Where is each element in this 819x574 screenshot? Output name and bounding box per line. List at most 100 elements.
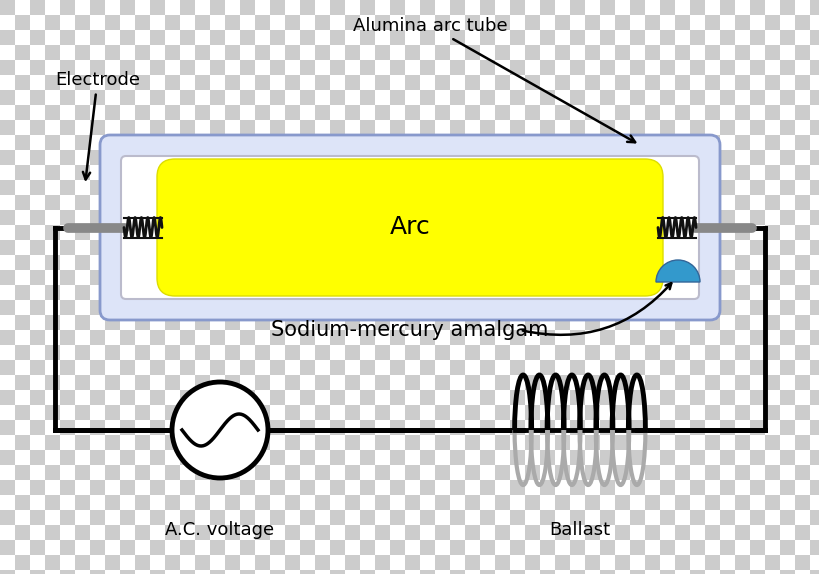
Bar xyxy=(15,435,30,450)
Bar xyxy=(629,345,645,360)
Bar xyxy=(255,15,269,30)
Bar xyxy=(135,570,150,574)
Text: Electrode: Electrode xyxy=(55,71,140,180)
Bar xyxy=(659,135,674,150)
Bar xyxy=(764,480,779,495)
Bar xyxy=(285,15,300,30)
Bar xyxy=(524,225,540,240)
Bar xyxy=(419,345,434,360)
Bar xyxy=(434,195,450,210)
Bar xyxy=(75,375,90,390)
Bar xyxy=(314,360,329,375)
Bar xyxy=(614,195,629,210)
Bar xyxy=(60,285,75,300)
Bar xyxy=(300,180,314,195)
Bar xyxy=(809,270,819,285)
Bar xyxy=(614,315,629,330)
Bar xyxy=(674,195,689,210)
Bar xyxy=(390,360,405,375)
Bar xyxy=(584,375,600,390)
Bar xyxy=(195,75,210,90)
Bar xyxy=(794,450,809,465)
Bar xyxy=(704,390,719,405)
Bar xyxy=(540,570,554,574)
Bar xyxy=(45,15,60,30)
Bar xyxy=(719,360,734,375)
Bar xyxy=(584,450,600,465)
Bar xyxy=(629,150,645,165)
Bar xyxy=(360,255,374,270)
Bar xyxy=(255,255,269,270)
Bar xyxy=(689,450,704,465)
Bar xyxy=(719,135,734,150)
Bar xyxy=(374,195,390,210)
Bar xyxy=(540,60,554,75)
Bar xyxy=(0,450,15,465)
Bar xyxy=(390,465,405,480)
Bar xyxy=(390,225,405,240)
Bar xyxy=(390,105,405,120)
Bar xyxy=(15,90,30,105)
Bar xyxy=(749,150,764,165)
Bar xyxy=(390,570,405,574)
Bar xyxy=(90,570,105,574)
Bar xyxy=(659,90,674,105)
Bar xyxy=(300,195,314,210)
Bar xyxy=(749,525,764,540)
Bar xyxy=(285,570,300,574)
Bar xyxy=(150,255,165,270)
Bar xyxy=(540,375,554,390)
Bar xyxy=(704,60,719,75)
Bar xyxy=(734,375,749,390)
Bar xyxy=(195,240,210,255)
Bar xyxy=(719,150,734,165)
Bar xyxy=(165,120,180,135)
Bar xyxy=(779,525,794,540)
Bar xyxy=(749,420,764,435)
Bar xyxy=(540,435,554,450)
Bar xyxy=(240,240,255,255)
Bar xyxy=(255,120,269,135)
Bar xyxy=(704,240,719,255)
Bar xyxy=(300,390,314,405)
Bar xyxy=(374,315,390,330)
Bar xyxy=(30,75,45,90)
Bar xyxy=(479,465,495,480)
Bar xyxy=(329,60,345,75)
Bar xyxy=(314,210,329,225)
Bar xyxy=(15,480,30,495)
Bar xyxy=(749,465,764,480)
Bar xyxy=(809,105,819,120)
Bar xyxy=(240,405,255,420)
Bar xyxy=(794,165,809,180)
Bar xyxy=(434,510,450,525)
Bar xyxy=(704,495,719,510)
Bar xyxy=(90,330,105,345)
Bar xyxy=(464,465,479,480)
Bar xyxy=(120,120,135,135)
Bar xyxy=(75,150,90,165)
Bar xyxy=(495,60,509,75)
Bar xyxy=(554,465,569,480)
Bar xyxy=(689,150,704,165)
Bar xyxy=(165,0,180,15)
Bar xyxy=(584,270,600,285)
Bar xyxy=(645,480,659,495)
Bar xyxy=(45,495,60,510)
Bar xyxy=(90,465,105,480)
Bar xyxy=(524,390,540,405)
Bar xyxy=(195,255,210,270)
Bar xyxy=(75,105,90,120)
Bar xyxy=(674,135,689,150)
Bar xyxy=(165,45,180,60)
Bar xyxy=(779,285,794,300)
Bar xyxy=(180,450,195,465)
Bar xyxy=(719,255,734,270)
Bar xyxy=(120,15,135,30)
Bar xyxy=(464,60,479,75)
Bar xyxy=(285,315,300,330)
Bar xyxy=(629,195,645,210)
Bar xyxy=(75,255,90,270)
Bar xyxy=(314,390,329,405)
Bar xyxy=(674,150,689,165)
